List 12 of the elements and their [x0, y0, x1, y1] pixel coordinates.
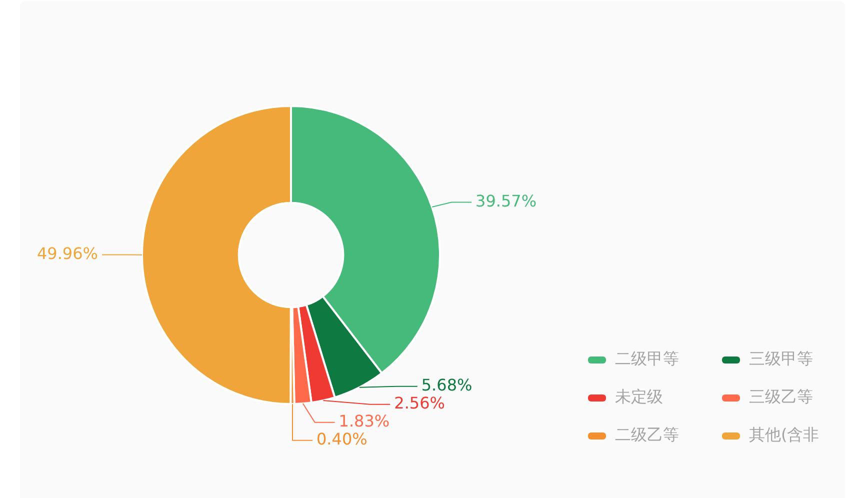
legend-label: 未定级: [615, 387, 663, 406]
legend-label: 二级甲等: [615, 349, 679, 368]
data-label: 0.40%: [316, 429, 368, 448]
data-label: 49.96%: [36, 244, 98, 263]
legend-label: 其他(含非: [749, 425, 820, 444]
legend-label: 二级乙等: [615, 425, 679, 444]
legend-label: 三级甲等: [749, 349, 813, 368]
data-label: 39.57%: [476, 191, 537, 210]
data-label: 1.83%: [338, 411, 390, 430]
data-label: 5.68%: [421, 375, 472, 394]
data-label: 2.56%: [394, 393, 445, 412]
legend-label: 三级乙等: [749, 387, 813, 406]
